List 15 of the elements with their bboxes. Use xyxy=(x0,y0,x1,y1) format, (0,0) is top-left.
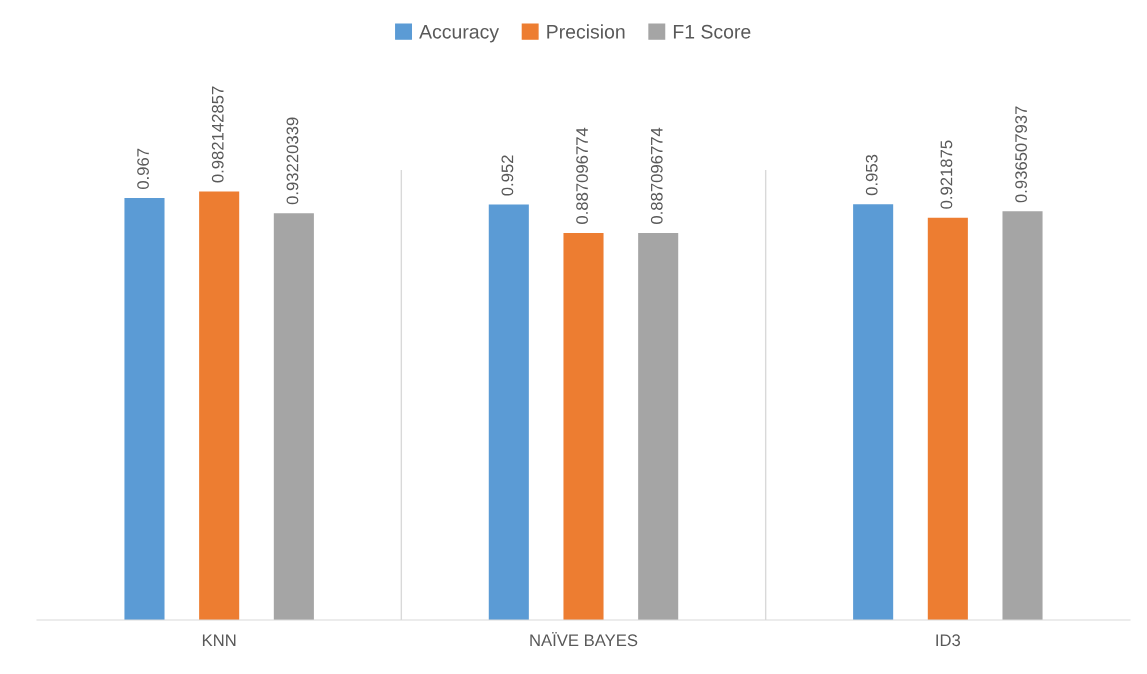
data-label: 0.982142857 xyxy=(211,86,224,183)
data-label: 0.952 xyxy=(501,155,514,196)
x-tick-label: ID3 xyxy=(936,634,961,647)
legend-label: Accuracy xyxy=(419,25,500,43)
data-label: 0.887096774 xyxy=(576,127,588,224)
data-label: 0.967 xyxy=(137,148,149,190)
data-label: 0.936507937 xyxy=(1015,106,1027,203)
data-label: 0.887096774 xyxy=(650,127,663,224)
legend-label: F1 Score xyxy=(673,24,751,39)
legend-label: Precision xyxy=(547,24,625,39)
x-tick-label: KNN xyxy=(202,634,236,646)
x-tick-label: NAÏVE BAYES xyxy=(530,632,638,647)
data-label: 0.953 xyxy=(865,154,878,196)
data-label: 0.921875 xyxy=(940,140,953,209)
data-label: 0.93220339 xyxy=(286,117,299,205)
